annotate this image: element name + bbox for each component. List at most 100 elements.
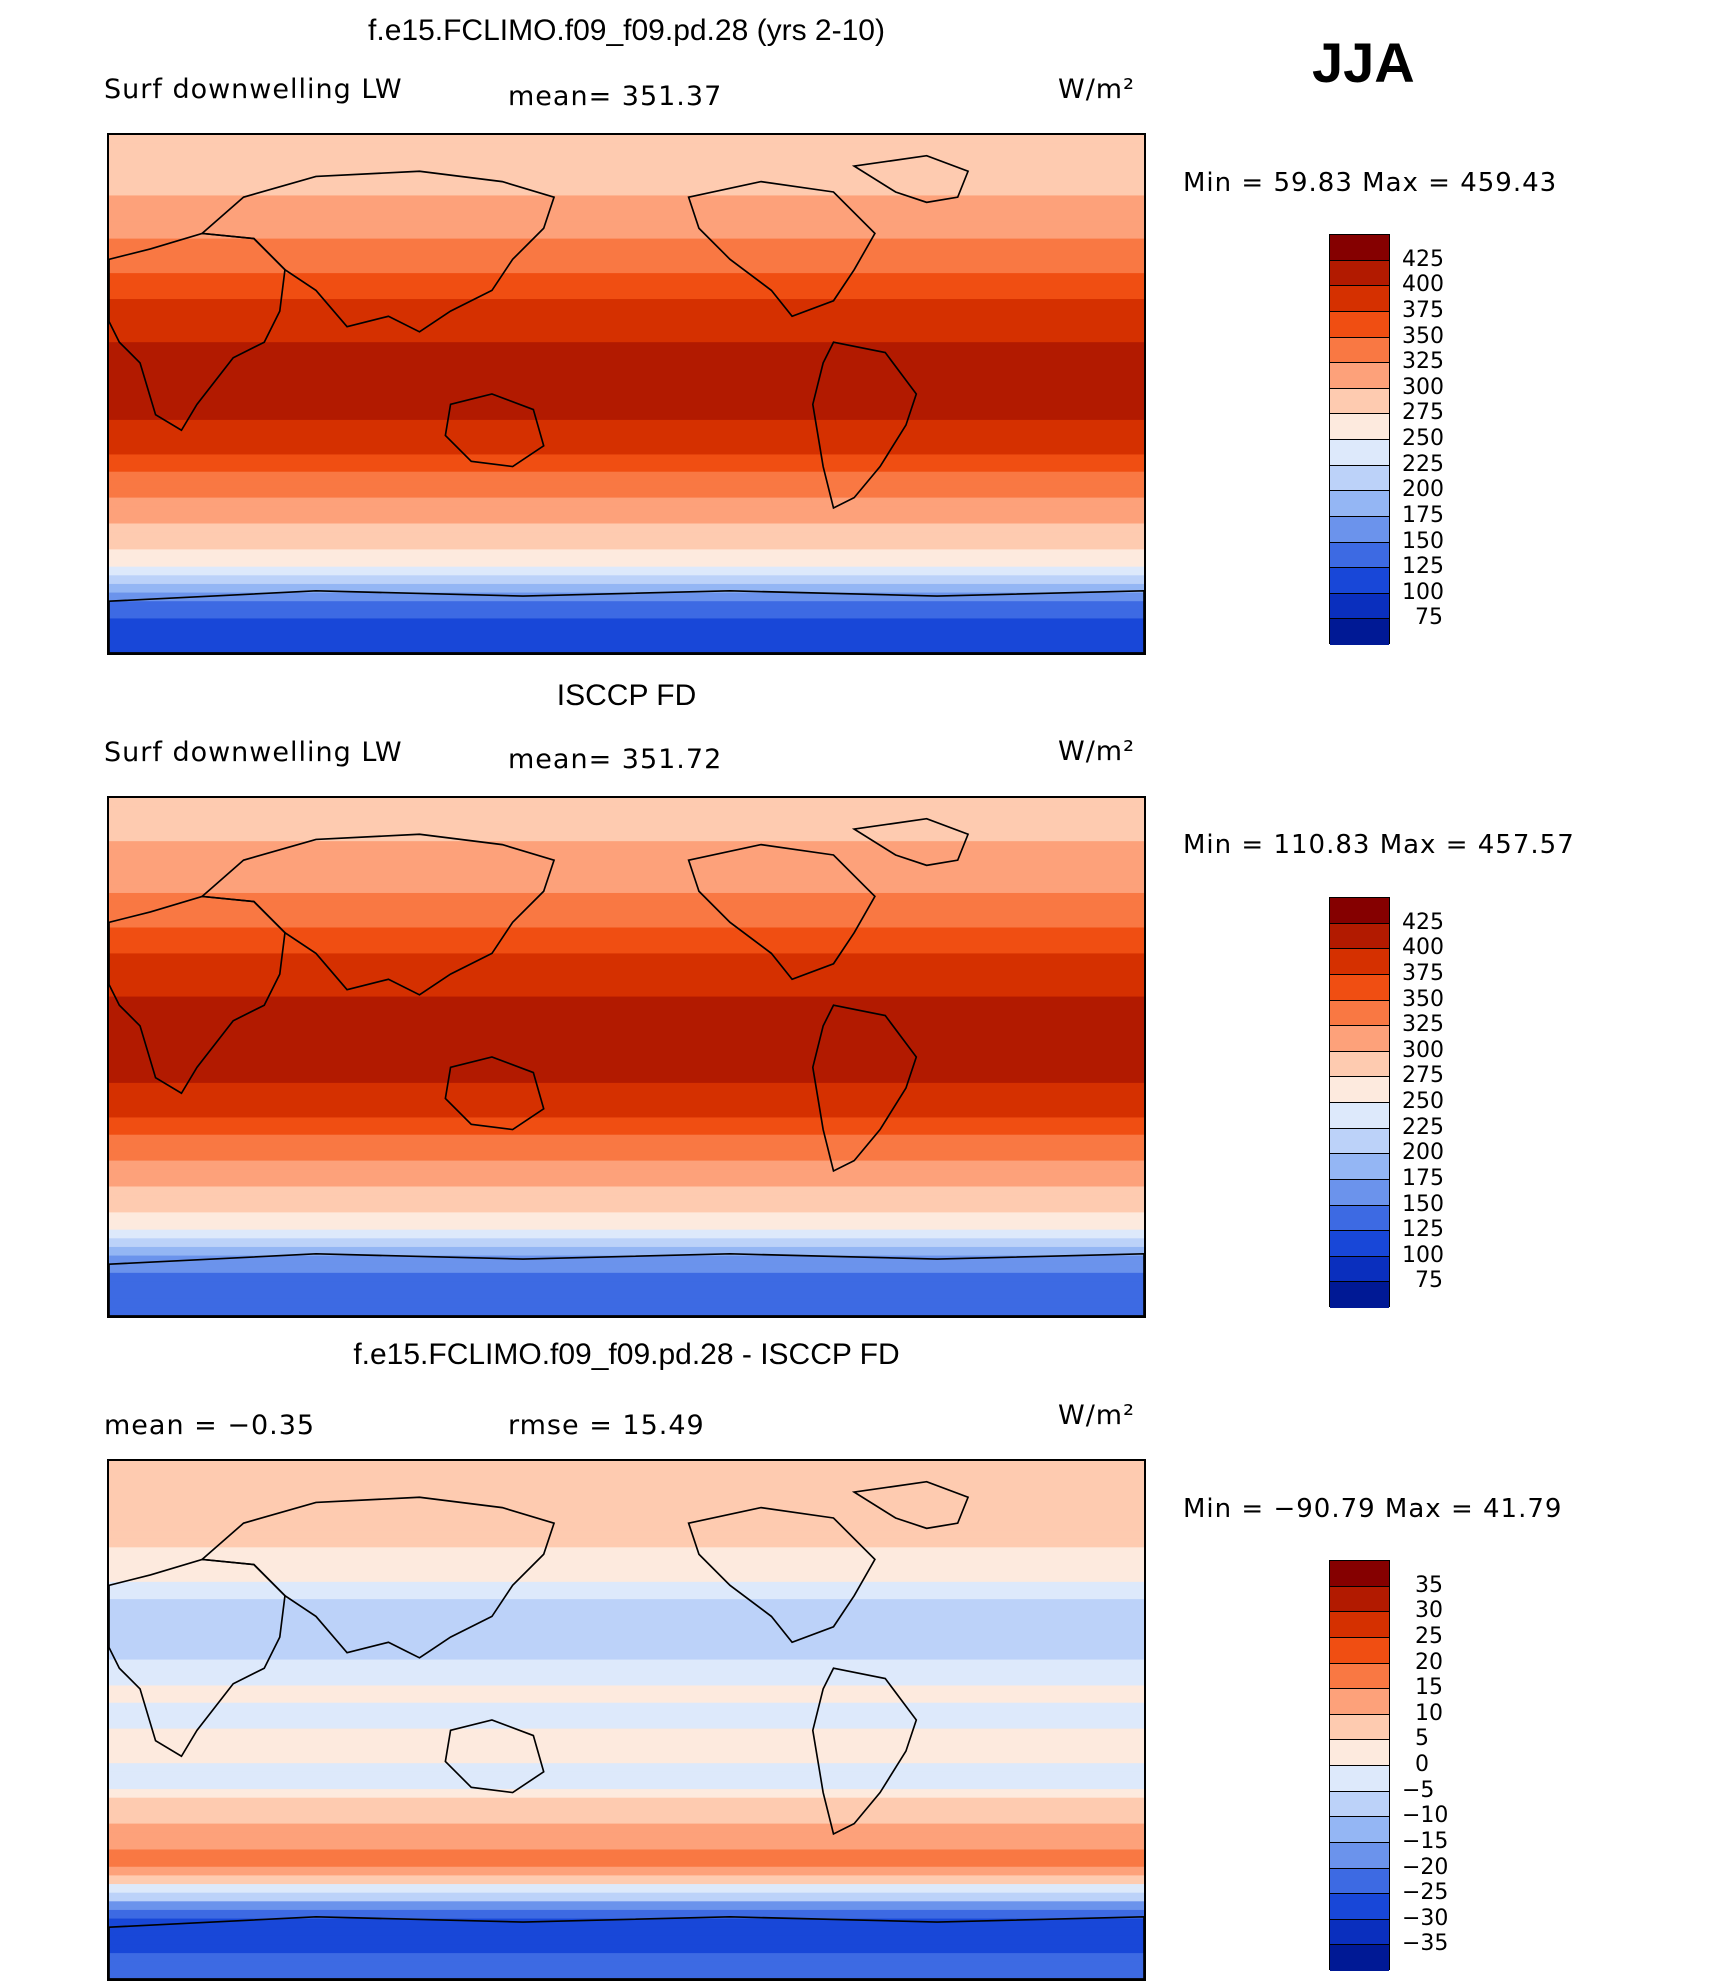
colorbar-swatch	[1330, 1282, 1389, 1308]
map-band	[109, 445, 1144, 456]
colorbar-tick-label: 150	[1402, 528, 1444, 554]
colorbar-tick-label: 15	[1415, 1675, 1443, 1701]
map-band	[109, 1814, 1144, 1825]
map-band	[109, 1065, 1144, 1075]
colorbar-tick-label: 425	[1402, 246, 1444, 272]
colorbar-swatch	[1330, 491, 1389, 517]
colorbar-swatch	[1330, 440, 1389, 466]
colorbar-swatch	[1330, 898, 1389, 924]
panel-2-min-max: Min = 110.83 Max = 457.57	[1183, 830, 1575, 860]
colorbar-swatch	[1330, 286, 1389, 312]
map-band	[109, 419, 1144, 430]
colorbar-swatch	[1330, 1561, 1389, 1587]
map-band	[109, 1944, 1144, 1954]
colorbar-tick-label: 125	[1402, 1217, 1444, 1243]
coastline	[109, 1253, 1144, 1316]
map-band	[109, 1272, 1144, 1283]
coastline	[811, 341, 918, 510]
map-band	[109, 1290, 1144, 1300]
colorbar-tick-label: 400	[1402, 935, 1444, 961]
map-band	[109, 953, 1144, 963]
map-band	[109, 1082, 1144, 1093]
colorbar-swatch	[1330, 414, 1389, 440]
colorbar-tick-label: 125	[1402, 554, 1444, 580]
coastline	[811, 1667, 918, 1836]
colorbar-tick-label: 250	[1402, 426, 1444, 451]
map-band	[109, 514, 1144, 525]
map-band	[109, 1866, 1144, 1877]
map-band	[109, 1806, 1144, 1816]
map-band	[109, 1884, 1144, 1894]
map-band	[109, 454, 1144, 464]
colorbar-swatch	[1330, 1689, 1389, 1715]
map-band	[109, 892, 1144, 903]
map-band	[109, 1745, 1144, 1756]
colorbar-tick-label: 275	[1402, 400, 1444, 426]
colorbar-tick-label: 350	[1402, 323, 1444, 349]
map-band	[109, 1255, 1144, 1265]
map-band	[109, 1970, 1144, 1979]
map-band	[109, 281, 1144, 292]
map-band	[109, 402, 1144, 412]
coastline	[444, 1056, 545, 1131]
colorbar-tick-label: 175	[1402, 1165, 1444, 1191]
panel-3-unit-label: W/m²	[1058, 1400, 1135, 1431]
map-band	[109, 523, 1144, 533]
panel-1-colorbar	[1329, 234, 1390, 645]
map-band	[109, 307, 1144, 317]
map-band	[109, 1633, 1144, 1643]
map-band	[109, 342, 1144, 352]
map-band	[109, 1642, 1144, 1652]
map-band	[109, 1160, 1144, 1170]
colorbar-swatch	[1330, 1766, 1389, 1792]
coastline	[687, 1506, 876, 1644]
map-band	[109, 247, 1144, 257]
colorbar-tick-label: 25	[1415, 1623, 1443, 1649]
map-band	[109, 1117, 1144, 1127]
colorbar-tick-label: 400	[1402, 272, 1444, 298]
map-band	[109, 1754, 1144, 1764]
map-band	[109, 488, 1144, 499]
colorbar-swatch	[1330, 1817, 1389, 1843]
map-band	[109, 1547, 1144, 1557]
map-band	[109, 1763, 1144, 1773]
map-band	[109, 152, 1144, 162]
map-band	[109, 592, 1144, 602]
panel-3-map-svg	[109, 1461, 1144, 1979]
map-band	[109, 316, 1144, 326]
colorbar-swatch	[1330, 1179, 1389, 1206]
map-band	[109, 1169, 1144, 1179]
colorbar-tick-label: 150	[1402, 1191, 1444, 1217]
map-band	[109, 1720, 1144, 1730]
colorbar-swatch	[1330, 388, 1389, 415]
map-band	[109, 1935, 1144, 1946]
map-band	[109, 1711, 1144, 1721]
panel-3-colorbar	[1329, 1560, 1390, 1971]
colorbar-swatch	[1330, 1714, 1389, 1741]
map-band	[109, 1504, 1144, 1514]
panel-1-title: f.e15.FCLIMO.f09_f09.pd.28 (yrs 2-10)	[368, 14, 885, 47]
map-band	[109, 823, 1144, 834]
map-band	[109, 1512, 1144, 1523]
colorbar-swatch	[1330, 1663, 1389, 1690]
map-band	[109, 359, 1144, 369]
map-band	[109, 1461, 1144, 1471]
panel-2-variable-label: Surf downwelling LW	[104, 737, 403, 768]
colorbar-swatch	[1330, 1612, 1389, 1638]
map-band	[109, 1022, 1144, 1032]
map-band	[109, 1668, 1144, 1678]
map-band	[109, 1195, 1144, 1205]
map-band	[109, 1281, 1144, 1291]
map-band	[109, 1685, 1144, 1695]
colorbar-tick-label: 10	[1415, 1700, 1443, 1726]
panel-3-title: f.e15.FCLIMO.f09_f09.pd.28 - ISCCP FD	[353, 1338, 900, 1371]
map-band	[109, 1126, 1144, 1136]
map-band	[109, 212, 1144, 222]
map-band	[109, 1186, 1144, 1196]
map-band	[109, 1901, 1144, 1911]
map-band	[109, 143, 1144, 153]
colorbar-tick-label: 350	[1402, 986, 1444, 1012]
coastline	[687, 180, 876, 318]
map-band	[109, 1203, 1144, 1214]
coastline	[444, 393, 545, 468]
